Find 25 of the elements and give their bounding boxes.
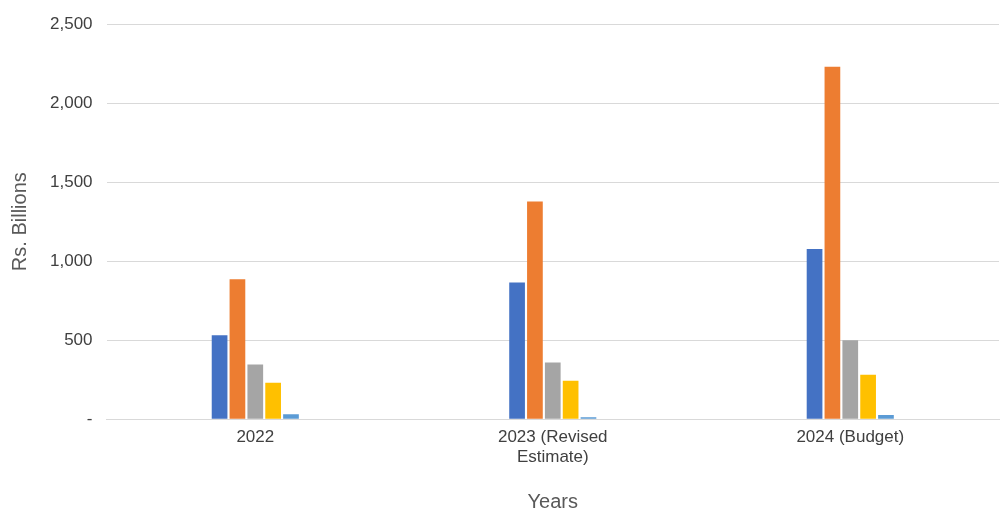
bar (824, 66, 841, 419)
bar (229, 279, 246, 419)
bar (878, 415, 894, 419)
x-tick-label: 2022 (236, 427, 275, 447)
x-tick-label: 2023 (Revised Estimate) (497, 427, 608, 467)
y-tick-label: 1,000 (49, 250, 93, 270)
x-tick-label: 2024 (Budget) (796, 427, 905, 447)
bar (562, 380, 579, 419)
bar (247, 364, 264, 419)
y-tick-label: 2,500 (49, 13, 93, 33)
bar (842, 340, 859, 419)
bar (544, 362, 561, 419)
bar (283, 414, 299, 419)
y-tick-label: 500 (64, 329, 93, 349)
y-axis-title: Rs. Billions (7, 172, 30, 272)
bar (211, 335, 228, 419)
y-tick-label: 1,500 (49, 171, 93, 191)
bar (527, 201, 543, 419)
bar (509, 282, 525, 419)
bar (860, 374, 876, 419)
bar (265, 382, 281, 419)
y-tick-label: 2,000 (49, 92, 93, 112)
y-tick-label: - (86, 408, 93, 428)
bar (806, 249, 823, 419)
x-axis-title: Years (527, 489, 578, 512)
